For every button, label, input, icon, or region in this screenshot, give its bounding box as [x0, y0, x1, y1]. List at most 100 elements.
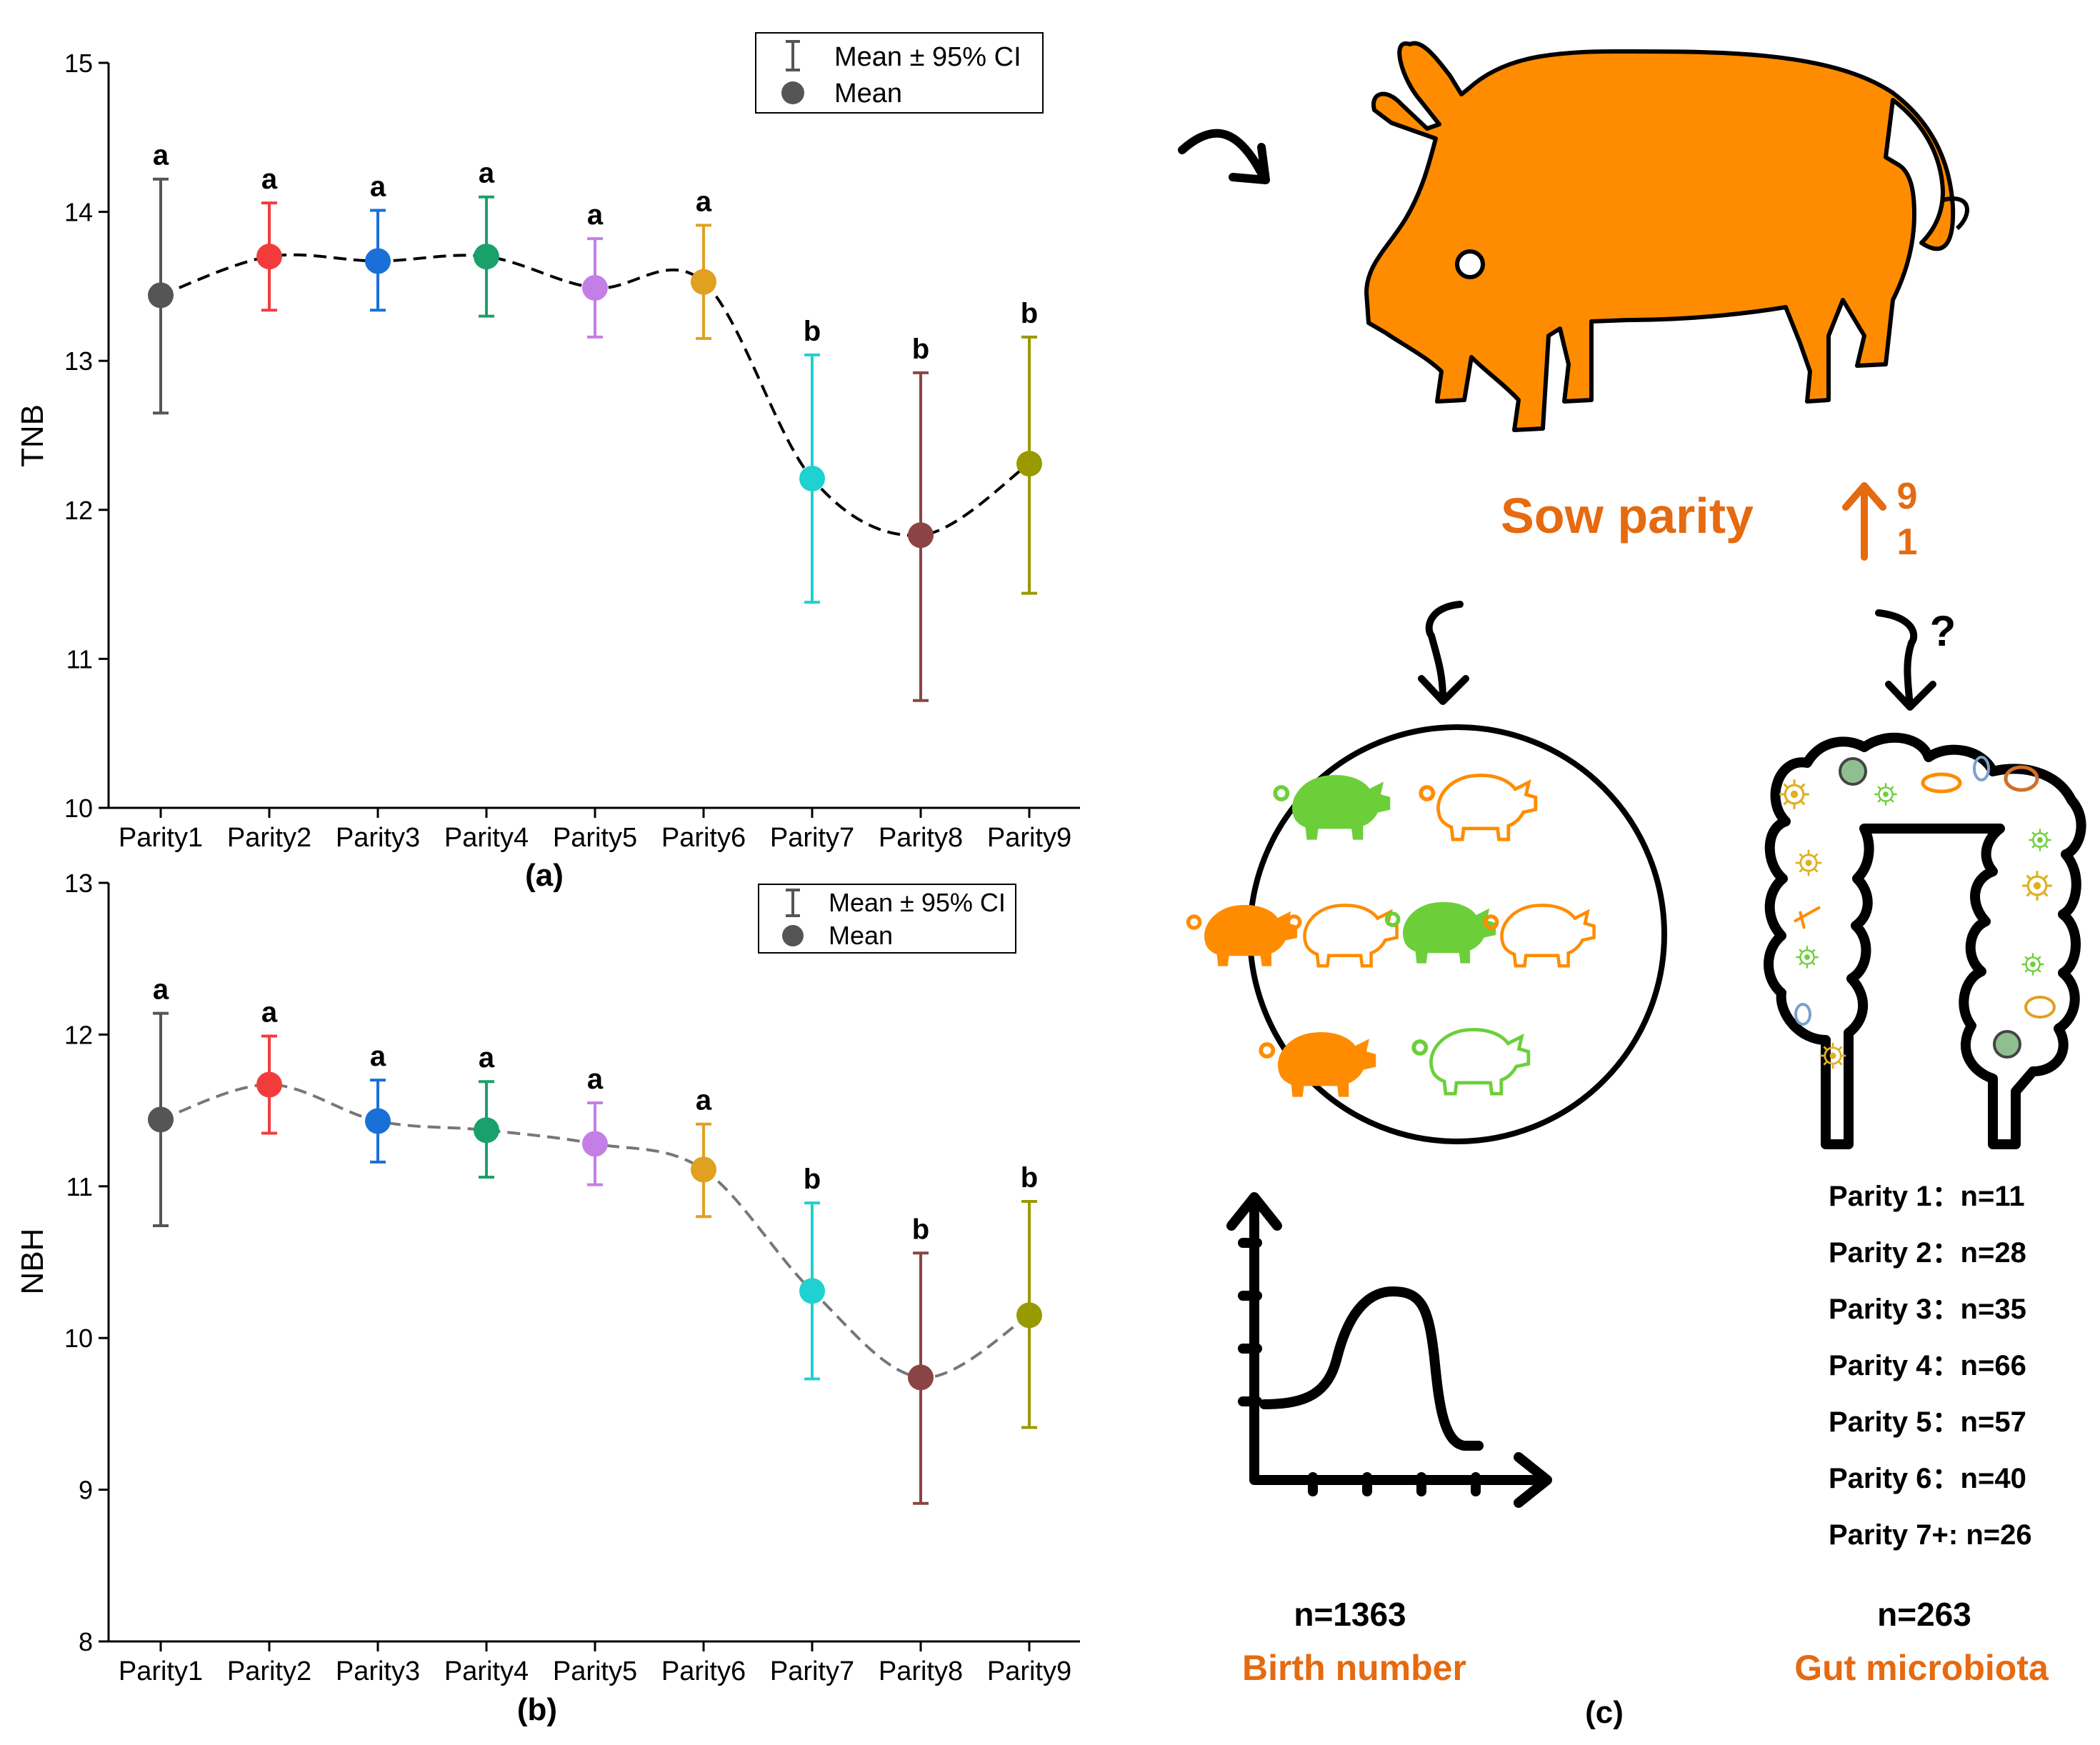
panel-b-trend-line [160, 1083, 1031, 1379]
legend-mean-label: Mean [834, 79, 902, 109]
parity-count-item: Parity 6：n=40 [1829, 1463, 2026, 1494]
parity-count-item: Parity 1：n=11 [1829, 1181, 2025, 1212]
panel-b-legend: Mean ± 95% CI Mean [758, 884, 1016, 954]
parity-count-item: Parity 5：n=57 [1829, 1406, 2026, 1438]
x-tick-label: Parity4 [444, 1656, 529, 1686]
y-tick-label: 11 [66, 1172, 93, 1201]
parity-range-bottom: 1 [1897, 521, 1918, 563]
mean-point [365, 1108, 391, 1134]
significance-letter: b [1021, 298, 1038, 329]
x-tick-label: Parity9 [987, 1656, 1071, 1686]
panel-a-legend: Mean ± 95% CI Mean [755, 32, 1044, 114]
sow-parity-label: Sow parity [1501, 488, 1754, 544]
significance-letter: a [261, 997, 278, 1029]
y-tick-label: 15 [64, 49, 93, 78]
x-tick-label: Parity7 [770, 1656, 854, 1686]
significance-letter: a [479, 158, 495, 189]
mean-point [908, 1364, 934, 1391]
significance-letter: a [696, 1085, 712, 1116]
significance-letter: a [479, 1042, 495, 1074]
legend-ci-label: Mean ± 95% CI [834, 42, 1021, 72]
significance-letter: b [1021, 1162, 1038, 1194]
x-tick-label: Parity6 [661, 1656, 746, 1686]
mean-point [582, 1131, 608, 1157]
panel-b-points [148, 1011, 1042, 1505]
x-tick-label: Parity5 [553, 1656, 637, 1686]
up-arrow-icon [1842, 482, 1886, 561]
panel-b-label: (b) [517, 1692, 557, 1727]
significance-letter: b [912, 334, 929, 365]
parity-count-item: Parity 3：n=35 [1829, 1294, 2026, 1325]
down-arrow-left-icon [1418, 601, 1469, 705]
panel-a-y-ticks: 10 11 12 13 14 15 [64, 49, 109, 823]
panel-b-y-ticks: 8 9 10 11 12 13 [64, 869, 109, 1656]
density-curve-icon [1226, 1192, 1552, 1508]
parity-count-item: Parity 2：n=28 [1829, 1237, 2026, 1269]
legend-mean-label: Mean [829, 921, 893, 950]
mean-point [474, 1117, 499, 1144]
significance-letter: a [370, 1041, 386, 1072]
significance-letter: a [370, 171, 386, 203]
y-tick-label: 9 [79, 1476, 93, 1505]
legend-ci-icon [786, 40, 800, 71]
legend-ci-icon [786, 889, 800, 917]
panel-c-diagram: Sow parity 9 1 ? [1178, 41, 2086, 1730]
gut-icon [1764, 732, 2086, 1149]
panel-b-y-label: NBH [15, 1229, 50, 1295]
left-n: n=1363 [1294, 1596, 1406, 1633]
mean-point [256, 244, 282, 270]
mean-point [148, 282, 174, 309]
significance-letter: a [696, 186, 712, 217]
parity-count-item: Parity 4：n=66 [1829, 1350, 2026, 1381]
x-tick-label: Parity6 [661, 823, 746, 853]
mean-point [691, 269, 716, 295]
y-tick-label: 8 [79, 1627, 93, 1656]
x-tick-label: Parity3 [336, 823, 420, 853]
y-tick-label: 12 [64, 496, 93, 525]
panel-a-letters: a a a a a a b b b [153, 140, 1038, 365]
x-tick-label: Parity4 [444, 823, 529, 853]
panel-b-x-ticks: Parity1 Parity2 Parity3 Parity4 Parity5 Parit… [119, 1641, 1071, 1686]
y-tick-label: 10 [64, 794, 93, 823]
parity-range-top: 9 [1897, 476, 1918, 517]
mean-point [474, 244, 499, 270]
mean-point [691, 1156, 716, 1183]
x-tick-label: Parity1 [119, 823, 203, 853]
parity-counts-list: Parity 1：n=11 Parity 2：n=28 Parity 3：n=35 P… [1829, 1181, 2032, 1551]
piglet-circle [1189, 724, 1667, 1144]
significance-letter: a [587, 199, 604, 231]
mean-point [148, 1106, 174, 1133]
significance-letter: b [804, 1164, 821, 1195]
x-tick-label: Parity7 [770, 823, 854, 853]
y-tick-label: 11 [66, 644, 93, 674]
significance-letter: a [587, 1064, 604, 1095]
significance-letter: a [261, 164, 278, 195]
mean-point [799, 1278, 825, 1304]
panel-a-x-ticks: Parity1 Parity2 Parity3 Parity4 Parity5 Parit… [119, 808, 1071, 853]
x-tick-label: Parity9 [987, 823, 1071, 853]
y-tick-label: 14 [64, 198, 93, 227]
significance-letter: b [804, 316, 821, 347]
significance-letter: b [912, 1214, 929, 1245]
mean-point [365, 248, 391, 274]
panel-a-points [148, 177, 1042, 702]
x-tick-label: Parity2 [227, 1656, 311, 1686]
pig-icon [1364, 41, 1969, 432]
panel-a-trend-line [160, 253, 1031, 537]
gut-microbiota-title: Gut microbiota [1794, 1648, 2049, 1688]
panel-b-letters: a a a a a a b b b [153, 974, 1038, 1246]
question-mark: ? [1930, 607, 1956, 655]
mean-point [1016, 451, 1042, 477]
mean-point [256, 1071, 282, 1098]
x-tick-label: Parity2 [227, 823, 311, 853]
right-n: n=263 [1877, 1596, 1971, 1633]
y-tick-label: 13 [64, 869, 93, 898]
curved-arrow-icon [1178, 129, 1270, 184]
legend-mean-icon [781, 81, 804, 104]
panel-c-label: (c) [1585, 1695, 1624, 1730]
x-tick-label: Parity8 [879, 1656, 963, 1686]
y-tick-label: 10 [64, 1324, 93, 1353]
